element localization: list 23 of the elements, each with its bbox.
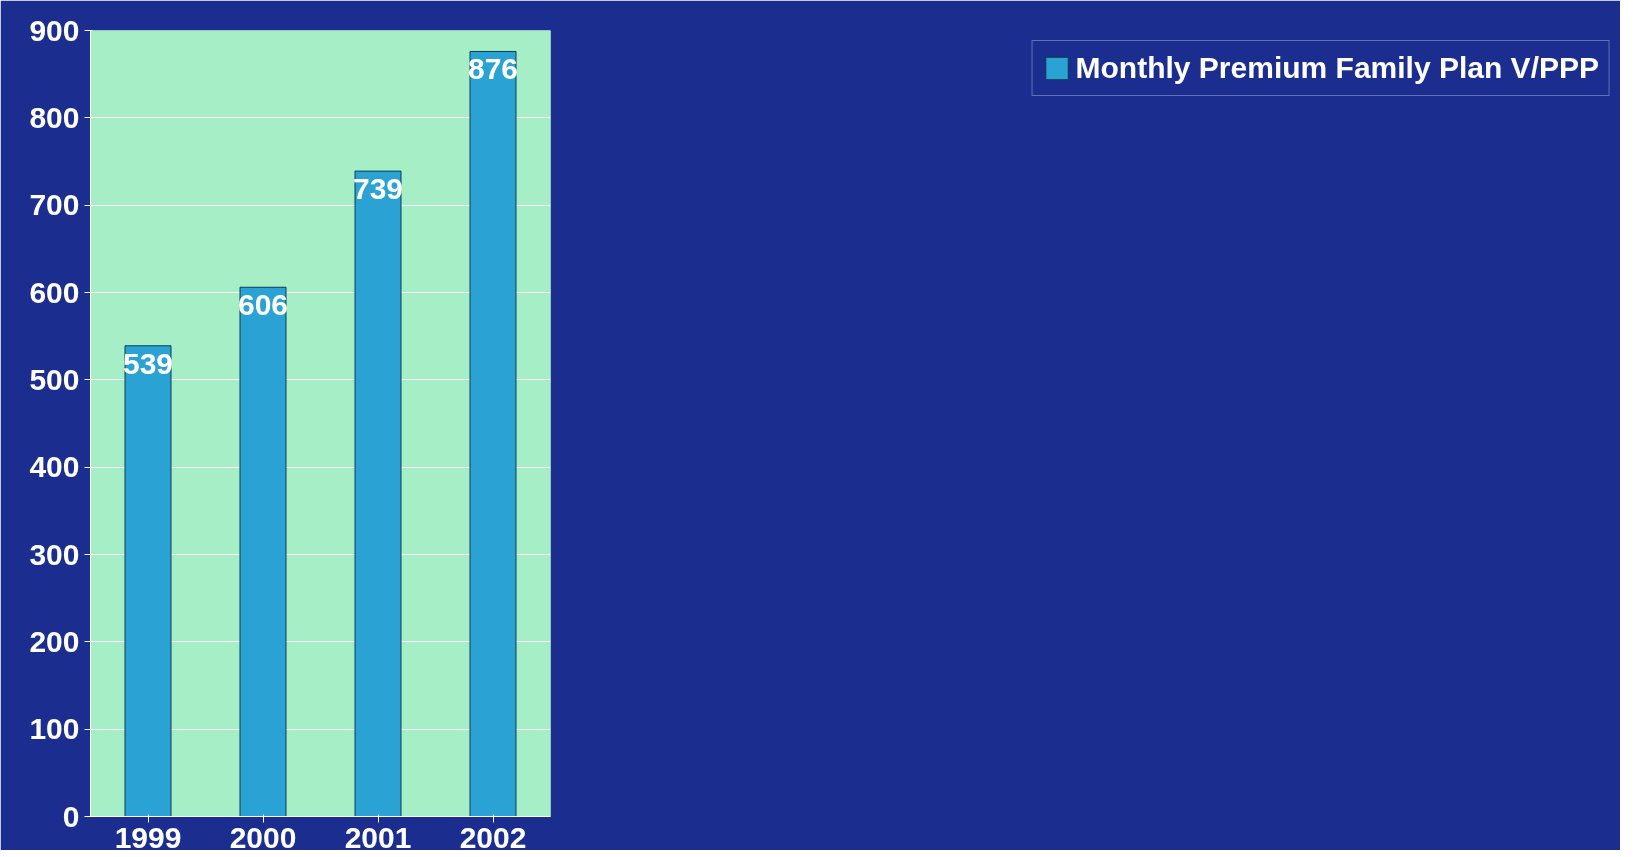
bar — [124, 345, 172, 817]
y-tick-label: 800 — [29, 100, 80, 134]
x-tick-label: 2001 — [344, 820, 412, 854]
y-tick-label: 600 — [29, 275, 80, 309]
data-label: 739 — [352, 172, 404, 206]
bar — [354, 170, 402, 817]
y-tick-label: 0 — [62, 799, 80, 833]
bar — [469, 50, 517, 817]
data-label: 606 — [237, 288, 289, 322]
y-tick-label: 700 — [29, 188, 80, 222]
x-tick-label: 1999 — [114, 820, 182, 854]
y-tick-label: 200 — [29, 624, 80, 658]
x-tick-label: 2000 — [229, 820, 297, 854]
y-tick-label: 400 — [29, 450, 80, 484]
y-tick-label: 100 — [29, 712, 80, 746]
y-tick-label: 900 — [29, 13, 80, 47]
y-tick-label: 500 — [29, 362, 80, 396]
bar — [239, 286, 287, 817]
y-tick-label: 300 — [29, 537, 80, 571]
x-tick-label: 2002 — [459, 820, 527, 854]
legend-label: Monthly Premium Family Plan V/PPP — [1075, 51, 1599, 85]
data-label: 876 — [467, 52, 519, 86]
data-label: 539 — [122, 346, 174, 380]
